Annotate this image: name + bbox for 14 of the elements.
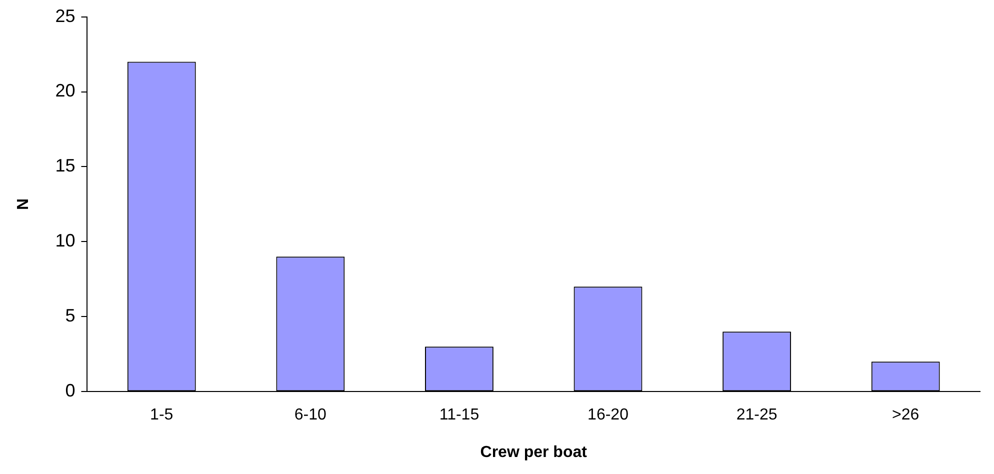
- x-tick-label: 16-20: [588, 406, 629, 424]
- y-tick-label: 5: [65, 306, 76, 326]
- y-axis-title: N: [15, 198, 32, 210]
- y-tick-label: 10: [55, 230, 76, 251]
- x-tick-label: 6-10: [294, 406, 327, 424]
- y-tick-label: 0: [65, 380, 76, 401]
- y-tick-label: 25: [55, 6, 76, 26]
- x-tick-label: 11-15: [439, 406, 480, 424]
- x-axis-title: Crew per boat: [480, 444, 588, 461]
- x-tick-label: 1-5: [150, 406, 174, 424]
- y-tick-label: 20: [55, 80, 76, 101]
- x-tick-label: >26: [892, 406, 920, 424]
- y-tick-label: 15: [55, 156, 76, 176]
- x-tick-label: 21-25: [736, 406, 778, 424]
